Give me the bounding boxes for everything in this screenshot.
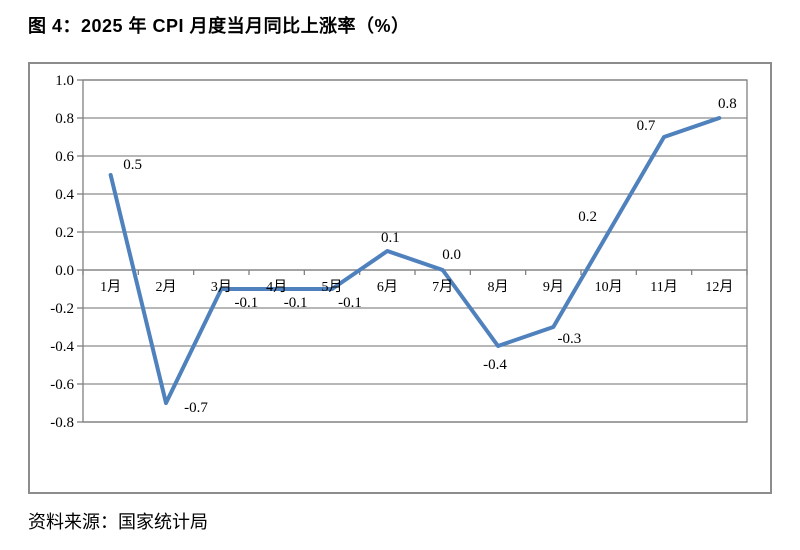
x-tick-label: 5月: [322, 279, 343, 295]
data-label: -0.7: [184, 400, 208, 416]
x-tick-label: 11月: [650, 279, 677, 295]
data-label: 0.5: [123, 157, 142, 173]
x-tick-label: 8月: [488, 279, 509, 295]
x-tick-label: 9月: [543, 279, 564, 295]
source-note: 资料来源：国家统计局: [28, 512, 208, 532]
y-tick-label: 0.8: [55, 111, 74, 127]
data-label: -0.1: [338, 295, 362, 311]
chart-title: 图 4：2025 年 CPI 月度当月同比上涨率（%）: [28, 16, 410, 36]
x-tick-label: 7月: [432, 279, 453, 295]
data-label: -0.1: [284, 295, 308, 311]
data-label: -0.1: [234, 295, 258, 311]
y-tick-label: 1.0: [55, 73, 74, 89]
y-tick-label: 0.2: [55, 225, 74, 241]
plot-border: [82, 79, 748, 423]
y-tick-label: 0.0: [55, 263, 74, 279]
x-tick-label: 6月: [377, 279, 398, 295]
x-tick-label: 2月: [156, 279, 177, 295]
y-tick-label: -0.2: [50, 301, 74, 317]
x-tick-label: 10月: [595, 279, 623, 295]
x-tick-label: 3月: [211, 279, 232, 295]
data-label: 0.2: [578, 209, 597, 225]
x-tick-label: 4月: [266, 279, 287, 295]
chart-frame: 1.0 0.8 0.6 0.4 0.2 0.0 -0.2 -0.4 -0.6 -0.8 1月 2月 3月…: [28, 62, 772, 494]
data-label: 0.8: [718, 96, 737, 112]
y-tick-label: 0.6: [55, 149, 74, 165]
y-tick-label: 0.4: [55, 187, 74, 203]
data-label: -0.3: [557, 331, 581, 347]
y-tick-label: -0.8: [50, 415, 74, 431]
data-label: 0.7: [637, 118, 656, 134]
y-tick-label: -0.4: [50, 339, 74, 355]
x-tick-label: 12月: [705, 279, 733, 295]
cpi-line-chart: 1.0 0.8 0.6 0.4 0.2 0.0 -0.2 -0.4 -0.6 -0.8 1月 2月 3月…: [50, 73, 748, 431]
data-label: 0.1: [381, 230, 400, 246]
y-tick-label: -0.6: [50, 377, 74, 393]
x-tick-label: 1月: [100, 279, 121, 295]
data-label: -0.4: [483, 357, 507, 373]
cpi-line-series: [108, 116, 722, 405]
data-label: 0.0: [442, 247, 461, 263]
